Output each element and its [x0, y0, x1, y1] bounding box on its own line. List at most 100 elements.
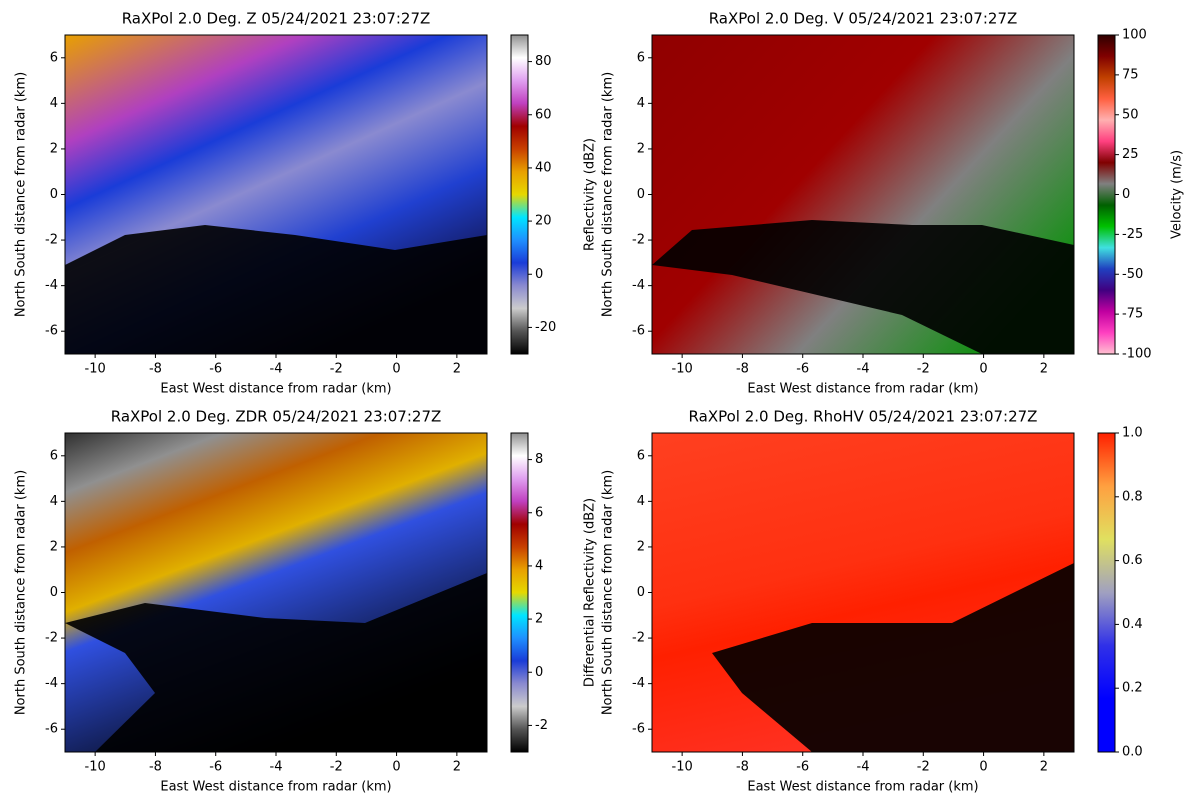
colorbar-label: Velocity (m/s) — [1170, 150, 1185, 239]
y-tick-label: -2 — [632, 631, 645, 646]
y-tick-label: 0 — [637, 187, 645, 202]
colorbar-tick-label: -100 — [1122, 347, 1152, 362]
x-tick-label: 0 — [979, 760, 987, 775]
x-tick-label: -4 — [857, 362, 870, 377]
y-tick-label: -6 — [632, 722, 645, 737]
colorbar — [510, 432, 529, 753]
y-tick-label: 0 — [50, 187, 58, 202]
colorbar-tick-label: 80 — [535, 54, 552, 69]
y-tick-label: -2 — [45, 631, 58, 646]
y-tick-label: 4 — [637, 494, 645, 509]
colorbar-tick-label: -75 — [1122, 307, 1143, 322]
y-tick-label: 6 — [637, 50, 645, 65]
no-echo-region — [65, 573, 487, 752]
colorbar-tick-label: 6 — [535, 505, 543, 520]
colorbar — [510, 34, 529, 355]
y-tick-label: 4 — [50, 96, 58, 111]
chart-title: RaXPol 2.0 Deg. ZDR 05/24/2021 23:07:27Z — [111, 408, 442, 426]
x-tick-label: 2 — [453, 760, 461, 775]
y-tick-label: -6 — [45, 324, 58, 339]
colorbar-tick-label: 50 — [1122, 107, 1139, 122]
colorbar-tick-label: 1.0 — [1122, 426, 1143, 441]
y-tick-label: -6 — [632, 324, 645, 339]
x-tick-label: -8 — [149, 760, 162, 775]
x-axis-label: East West distance from radar (km) — [160, 780, 391, 795]
colorbar-tick-label: 75 — [1122, 67, 1139, 82]
x-tick-label: -10 — [85, 760, 106, 775]
colorbar-tick-label: 0 — [1122, 187, 1130, 202]
x-tick-label: -8 — [149, 362, 162, 377]
y-tick-label: -2 — [632, 233, 645, 248]
chart-title: RaXPol 2.0 Deg. V 05/24/2021 23:07:27Z — [709, 10, 1018, 28]
x-tick-label: 0 — [392, 362, 400, 377]
colorbar-tick-label: 0.6 — [1122, 553, 1143, 568]
colorbar — [1097, 34, 1116, 355]
radar-image — [65, 35, 487, 354]
y-tick-label: -4 — [632, 278, 645, 293]
x-axis-label: East West distance from radar (km) — [747, 780, 978, 795]
no-echo-region — [65, 225, 487, 354]
x-tick-label: 0 — [979, 362, 987, 377]
x-tick-label: -10 — [672, 760, 693, 775]
y-tick-label: -4 — [632, 676, 645, 691]
colorbar-tick-label: 100 — [1122, 28, 1147, 43]
colorbar-tick-label: -2 — [535, 718, 548, 733]
x-tick-label: -4 — [857, 760, 870, 775]
chart-title: RaXPol 2.0 Deg. Z 05/24/2021 23:07:27Z — [122, 10, 431, 28]
x-tick-label: 0 — [392, 760, 400, 775]
x-tick-label: 2 — [453, 362, 461, 377]
y-tick-label: 2 — [50, 539, 58, 554]
y-tick-label: 0 — [50, 585, 58, 600]
y-tick-label: 4 — [50, 494, 58, 509]
colorbar-tick-label: -20 — [535, 320, 556, 335]
y-tick-label: 2 — [50, 141, 58, 156]
colorbar-tick-label: 0 — [535, 665, 543, 680]
y-tick-label: 2 — [637, 539, 645, 554]
colorbar-tick-label: 0.0 — [1122, 745, 1143, 760]
x-tick-label: -2 — [330, 362, 343, 377]
colorbar-tick-label: 4 — [535, 558, 543, 573]
x-tick-label: -2 — [917, 362, 930, 377]
y-tick-label: 4 — [637, 96, 645, 111]
y-tick-label: -6 — [45, 722, 58, 737]
chart-title: RaXPol 2.0 Deg. RhoHV 05/24/2021 23:07:2… — [689, 408, 1038, 426]
radar-image — [652, 35, 1074, 354]
colorbar — [1097, 432, 1116, 753]
colorbar-label: Differential Reflectivity (dBZ) — [583, 498, 598, 687]
y-tick-label: 6 — [637, 448, 645, 463]
x-tick-label: -2 — [330, 760, 343, 775]
y-tick-label: -4 — [45, 676, 58, 691]
y-tick-label: -4 — [45, 278, 58, 293]
x-tick-label: 2 — [1040, 362, 1048, 377]
colorbar-tick-label: 0 — [535, 267, 543, 282]
colorbar-tick-label: 0.8 — [1122, 489, 1143, 504]
x-tick-label: -8 — [736, 760, 749, 775]
x-tick-label: -10 — [672, 362, 693, 377]
colorbar-tick-label: 2 — [535, 612, 543, 627]
radar-image — [652, 433, 1074, 752]
y-tick-label: 6 — [50, 50, 58, 65]
colorbar-tick-label: 40 — [535, 160, 552, 175]
colorbar-tick-label: -25 — [1122, 227, 1143, 242]
x-axis-label: East West distance from radar (km) — [160, 382, 391, 397]
y-axis-label: North South distance from radar (km) — [14, 470, 29, 715]
x-tick-label: -2 — [917, 760, 930, 775]
y-axis-label: North South distance from radar (km) — [14, 72, 29, 317]
colorbar-tick-label: -50 — [1122, 267, 1143, 282]
x-tick-label: 2 — [1040, 760, 1048, 775]
colorbar-tick-label: 8 — [535, 452, 543, 467]
no-echo-region — [652, 220, 1074, 354]
x-tick-label: -6 — [209, 760, 222, 775]
x-tick-label: -8 — [736, 362, 749, 377]
y-tick-label: -2 — [45, 233, 58, 248]
y-tick-label: 2 — [637, 141, 645, 156]
colorbar-tick-label: 60 — [535, 107, 552, 122]
x-tick-label: -10 — [85, 362, 106, 377]
x-tick-label: -6 — [209, 362, 222, 377]
y-tick-label: 6 — [50, 448, 58, 463]
x-tick-label: -6 — [796, 760, 809, 775]
x-axis-label: East West distance from radar (km) — [747, 382, 978, 397]
x-tick-label: -6 — [796, 362, 809, 377]
y-tick-label: 0 — [637, 585, 645, 600]
